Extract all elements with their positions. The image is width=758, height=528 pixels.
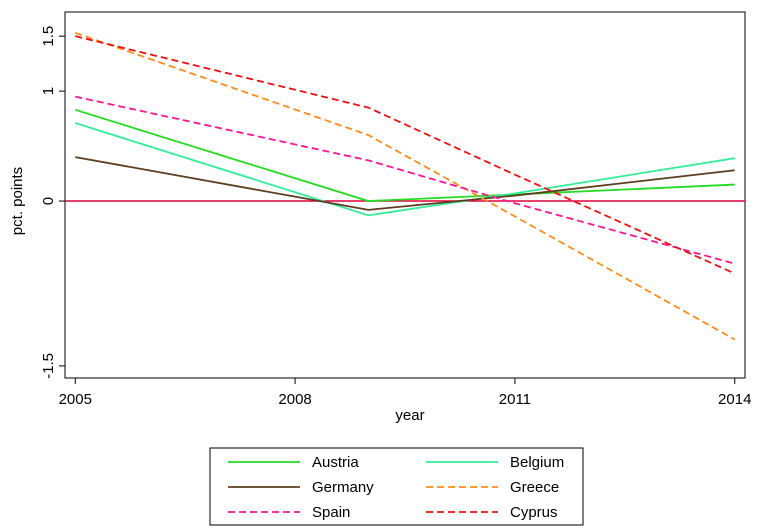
legend-label: Cyprus [510,504,558,521]
x-tick-label: 2008 [278,391,311,408]
legend-label: Austria [312,454,359,471]
legend-label: Germany [312,479,374,496]
plot-frame [64,11,746,379]
x-tick-label: 2014 [718,391,751,408]
series-line [75,35,736,275]
series-line [74,108,735,202]
series-line [74,32,736,341]
y-tick-label: 1.5 [40,26,57,47]
x-tick-label: 2011 [499,391,531,408]
legend-label: Spain [312,504,350,521]
y-tick-label: -1.5 [40,353,57,379]
series-line [75,95,735,265]
x-axis-label: year [395,407,424,424]
x-tick-label: 2005 [59,391,92,408]
legend-label: Greece [510,479,559,496]
series-line [75,156,735,211]
y-tick-label: 0 [40,197,57,205]
y-axis-label: pct. points [9,167,26,235]
y-tick-label: 1 [40,87,57,95]
legend-label: Belgium [510,454,564,471]
series-line [74,122,735,217]
